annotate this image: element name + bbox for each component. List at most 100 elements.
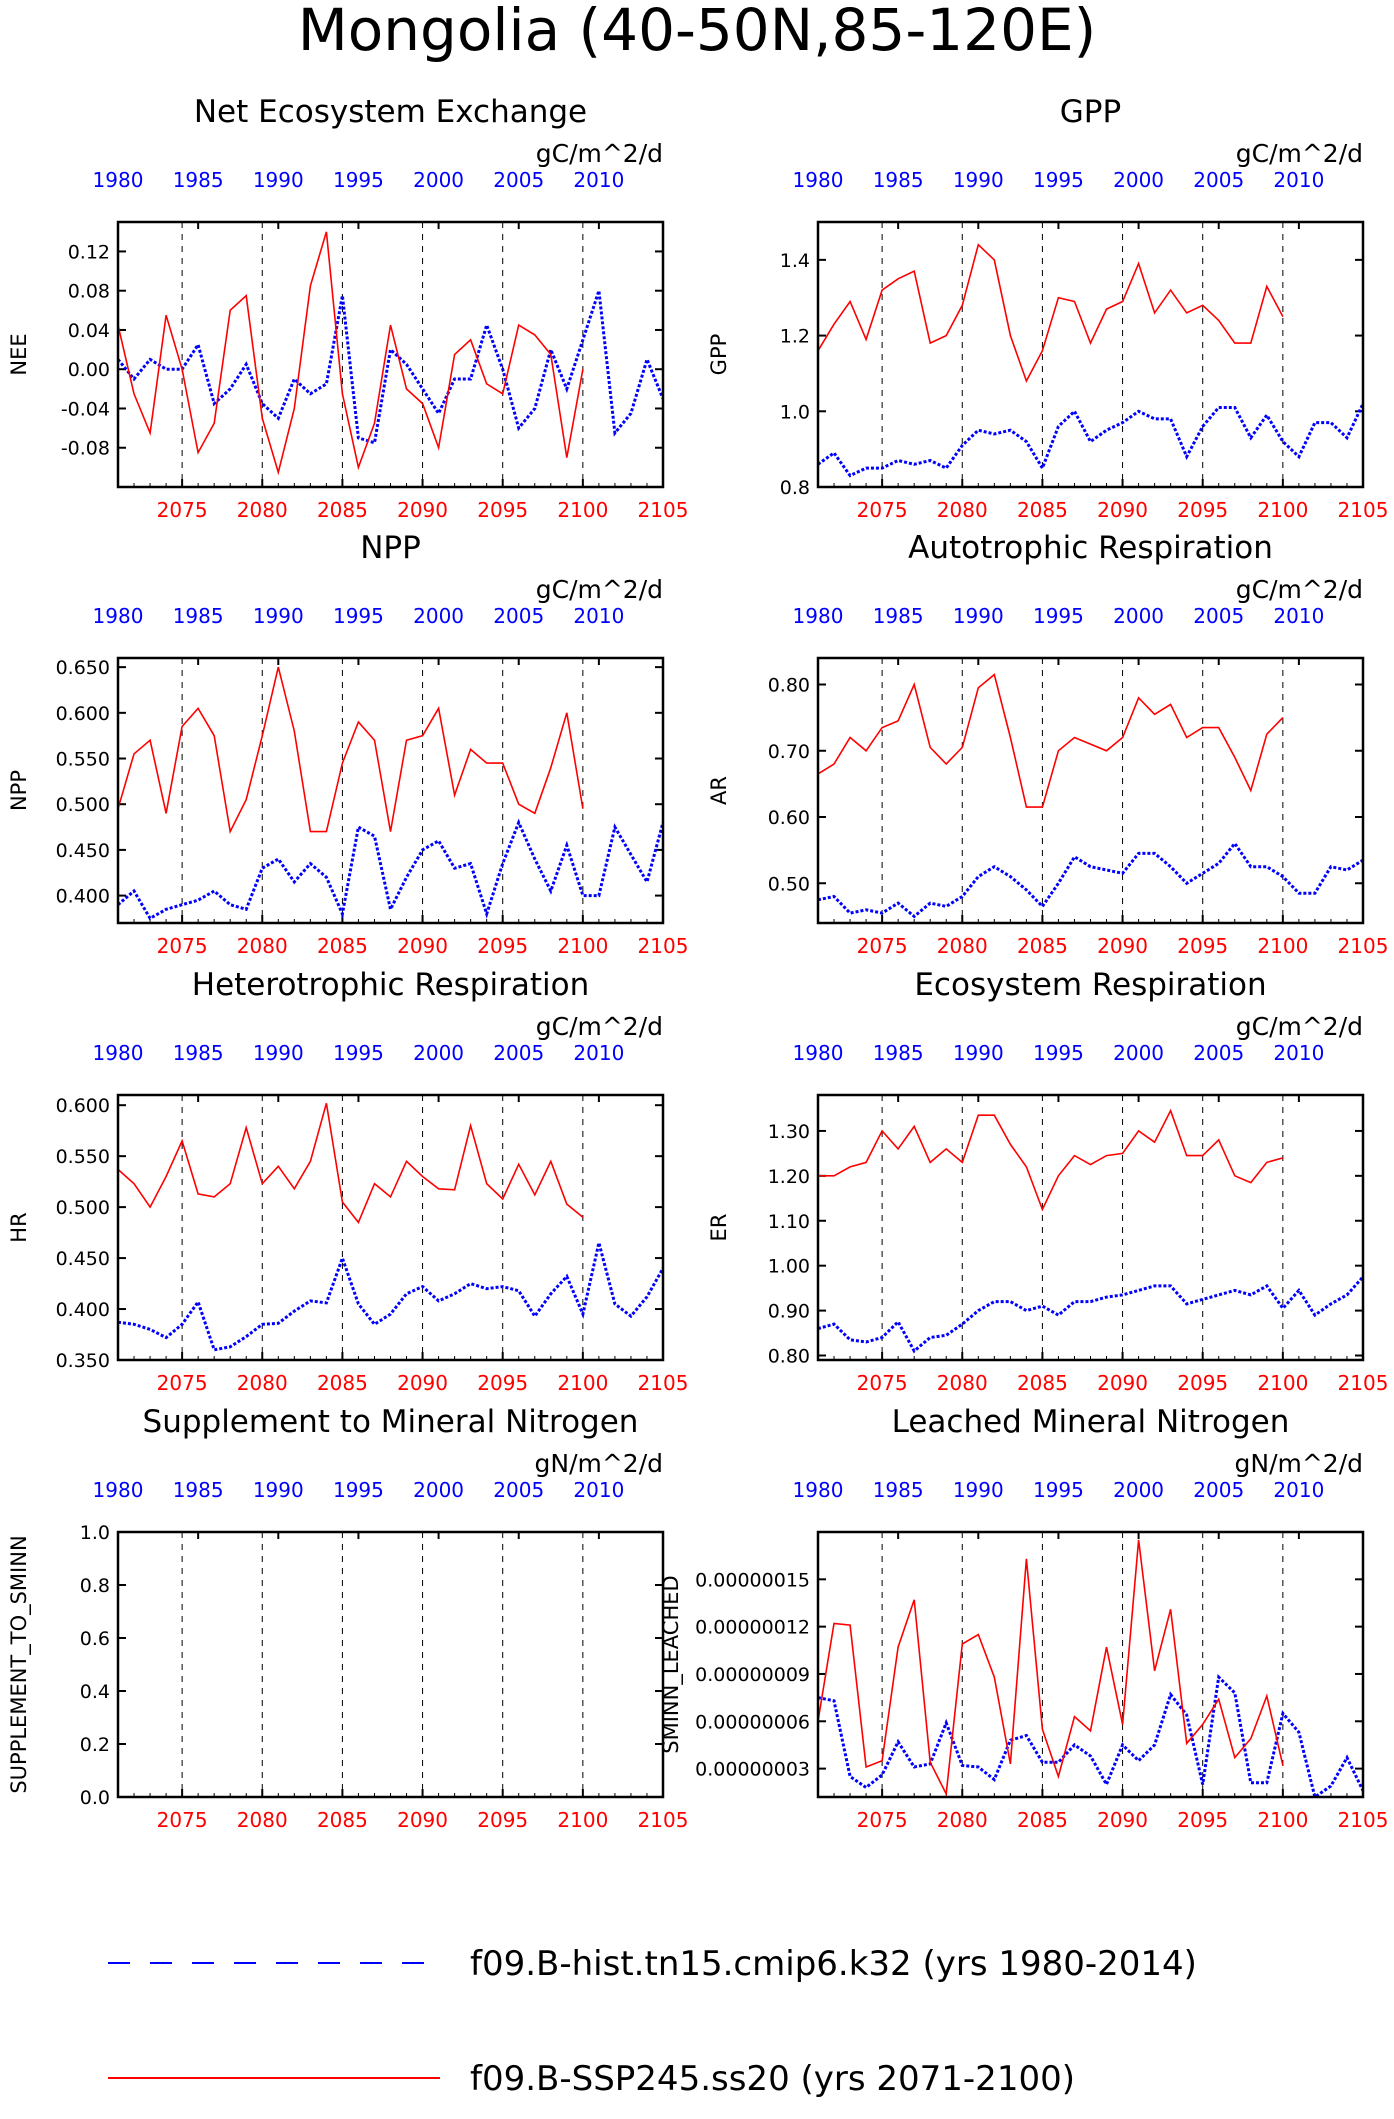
top-tick-label: 2000	[413, 1041, 464, 1065]
top-tick-label: 1985	[873, 1041, 924, 1065]
panel-3: Autotrophic Respiration gC/m^2/d 1980 1985 1…	[707, 530, 1388, 958]
plot-frame	[816, 1093, 1365, 1362]
y-tick-label: 0.80	[768, 675, 810, 697]
top-tick-label: 2010	[1273, 1041, 1324, 1065]
y-tick-label: 0.550	[56, 1146, 110, 1168]
bottom-tick-label: 2105	[1338, 498, 1389, 522]
bottom-tick-label: 2100	[1257, 934, 1308, 958]
panel-7: Leached Mineral Nitrogen gN/m^2/d 1980 1985…	[659, 1404, 1388, 1832]
top-tick-label: 2000	[1113, 168, 1164, 192]
series-line-hist	[118, 290, 663, 445]
y-tick-label: 0.2	[80, 1734, 110, 1756]
plot-frame	[116, 1530, 665, 1799]
y-tick-label: 0.400	[56, 886, 110, 908]
bottom-tick-label: 2080	[237, 934, 288, 958]
top-tick-label: 2000	[413, 1478, 464, 1502]
panel-title: Leached Mineral Nitrogen	[892, 1404, 1290, 1440]
y-tick-label: 0.80	[768, 1346, 810, 1368]
panel-title: Heterotrophic Respiration	[192, 967, 589, 1003]
units-label: gC/m^2/d	[536, 575, 663, 604]
bottom-tick-label: 2090	[1097, 1371, 1148, 1395]
y-tick-label: 0.12	[68, 241, 110, 263]
y-tick-label: 1.4	[780, 250, 810, 272]
units-label: gC/m^2/d	[1236, 139, 1363, 168]
top-tick-label: 1995	[1033, 1478, 1084, 1502]
y-tick-label: 1.30	[768, 1121, 810, 1143]
panel-4: Heterotrophic Respiration gC/m^2/d 1980 198…	[7, 967, 688, 1395]
y-axis-label: NEE	[7, 333, 31, 375]
bottom-tick-label: 2100	[1257, 498, 1308, 522]
top-tick-label: 2005	[493, 1041, 544, 1065]
panel-title: GPP	[1060, 94, 1121, 130]
plot-frame	[816, 1530, 1365, 1799]
top-tick-label: 1990	[253, 604, 304, 628]
top-tick-label: 2005	[1193, 604, 1244, 628]
top-tick-label: 1985	[173, 168, 224, 192]
top-tick-label: 1980	[793, 1478, 844, 1502]
y-tick-label: 0.350	[56, 1350, 110, 1372]
bottom-tick-label: 2075	[157, 1371, 208, 1395]
y-tick-label: 1.2	[780, 326, 810, 348]
panel-0: Net Ecosystem Exchange gC/m^2/d 1980 1985 19…	[7, 94, 688, 522]
top-tick-label: 2005	[1193, 168, 1244, 192]
top-tick-label: 1985	[873, 1478, 924, 1502]
y-axis-label: ER	[707, 1214, 731, 1242]
bottom-tick-label: 2085	[1017, 934, 1068, 958]
top-tick-label: 2005	[493, 168, 544, 192]
bottom-tick-label: 2095	[1177, 1808, 1228, 1832]
bottom-tick-label: 2095	[477, 934, 528, 958]
y-tick-label: 0.600	[56, 703, 110, 725]
top-tick-label: 1990	[953, 604, 1004, 628]
series-line-hist	[818, 1275, 1363, 1354]
top-tick-label: 1985	[173, 1478, 224, 1502]
y-tick-label: 0.4	[80, 1681, 110, 1703]
series-line-ssp	[818, 673, 1284, 808]
bottom-tick-label: 2080	[937, 1371, 988, 1395]
y-tick-label: 0.0	[80, 1787, 110, 1809]
y-axis-label: HR	[7, 1212, 31, 1242]
panel-title: Supplement to Mineral Nitrogen	[143, 1404, 639, 1440]
series-line-ssp	[818, 1108, 1284, 1212]
bottom-tick-label: 2075	[157, 498, 208, 522]
y-tick-label: 0.00000009	[695, 1664, 810, 1686]
panels-container: Net Ecosystem Exchange gC/m^2/d 1980 1985 19…	[7, 94, 1388, 1832]
bottom-tick-label: 2075	[857, 1808, 908, 1832]
top-tick-label: 2000	[1113, 604, 1164, 628]
bottom-tick-label: 2090	[1097, 1808, 1148, 1832]
bottom-tick-label: 2100	[557, 498, 608, 522]
bottom-tick-label: 2090	[397, 1371, 448, 1395]
y-tick-label: 0.00000015	[695, 1569, 810, 1591]
top-tick-label: 1980	[93, 1478, 144, 1502]
top-tick-label: 2010	[573, 1041, 624, 1065]
y-axis-label: AR	[707, 776, 731, 805]
y-tick-label: 0.00000012	[695, 1617, 810, 1639]
bottom-tick-label: 2080	[937, 498, 988, 522]
y-tick-label: 0.70	[768, 741, 810, 763]
y-tick-label: 1.00	[768, 1256, 810, 1278]
series-line-hist	[118, 818, 663, 921]
bottom-tick-label: 2105	[1338, 1371, 1389, 1395]
bottom-tick-label: 2085	[317, 498, 368, 522]
plot-frame	[116, 656, 665, 925]
top-tick-label: 2000	[413, 168, 464, 192]
y-tick-label: 0.08	[68, 281, 110, 303]
bottom-tick-label: 2100	[557, 1371, 608, 1395]
bottom-tick-label: 2105	[1338, 1808, 1389, 1832]
top-tick-label: 2010	[573, 1478, 624, 1502]
y-axis-label: SMINN_LEACHED	[659, 1575, 684, 1753]
y-tick-label: 0.600	[56, 1095, 110, 1117]
y-axis-label: NPP	[7, 770, 31, 811]
y-tick-label: -0.08	[61, 438, 110, 460]
series-line-ssp	[118, 666, 584, 835]
top-tick-label: 1985	[873, 168, 924, 192]
y-tick-label: 0.550	[56, 749, 110, 771]
units-label: gC/m^2/d	[536, 1012, 663, 1041]
top-tick-label: 2010	[1273, 1478, 1324, 1502]
top-tick-label: 1995	[333, 168, 384, 192]
units-label: gN/m^2/d	[1235, 1449, 1364, 1478]
top-tick-label: 1980	[93, 604, 144, 628]
top-tick-label: 2010	[1273, 604, 1324, 628]
top-tick-label: 1995	[333, 1478, 384, 1502]
bottom-tick-label: 2080	[937, 934, 988, 958]
y-tick-label: 0.8	[80, 1575, 110, 1597]
